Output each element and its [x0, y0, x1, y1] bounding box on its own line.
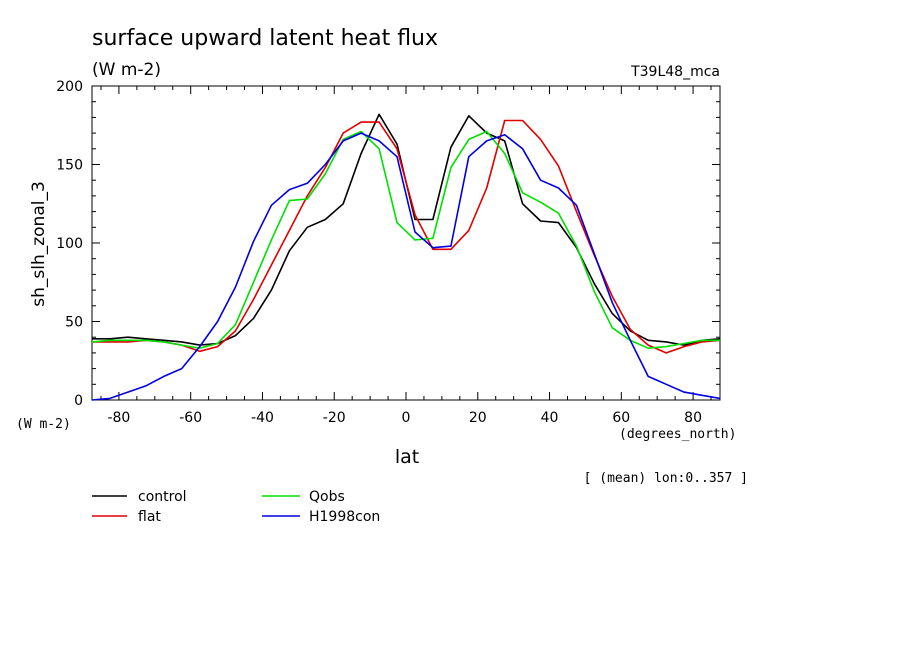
series-line-h1998con	[91, 132, 721, 401]
legend: control flat Qobs H1998con	[92, 489, 380, 525]
x-tick-label: 80	[684, 410, 702, 426]
legend-label-flat: flat	[138, 509, 161, 525]
y-tick-label: 150	[56, 158, 83, 174]
averaging-note: [ (mean) lon:0..357 ]	[584, 471, 748, 486]
x-units-label: (degrees_north)	[619, 427, 736, 442]
x-tick-label: 40	[541, 410, 559, 426]
x-tick-label: -80	[107, 410, 130, 426]
x-tick-label: 60	[612, 410, 630, 426]
y-tick-label: 50	[65, 315, 83, 331]
series-line-flat	[92, 119, 721, 354]
run-label: T39L48_mca	[630, 64, 720, 80]
x-tick-label: -60	[179, 410, 202, 426]
x-tick-label: -20	[323, 410, 346, 426]
y-units-corner: (W m-2)	[16, 417, 71, 432]
chart-title: surface upward latent heat flux	[92, 26, 438, 51]
series-line-qobs	[91, 130, 720, 350]
plot-area: -80 -60 -40 -20 0 20 40 60 80 0 50 100 150 200	[56, 79, 721, 426]
x-axis-label: lat	[395, 446, 419, 468]
x-tick-label: 20	[469, 410, 487, 426]
legend-label-h1998con: H1998con	[309, 509, 380, 525]
y-tick-label: 0	[74, 393, 83, 409]
legend-label-qobs: Qobs	[309, 489, 345, 505]
y-tick-label: 100	[56, 236, 83, 252]
x-tick-label: 0	[402, 410, 411, 426]
y-axis-label: sh_slh_zonal_3	[29, 181, 49, 307]
y-tick-label: 200	[56, 79, 83, 95]
chart-units: (W m-2)	[92, 60, 161, 80]
plot-frame	[91, 85, 721, 401]
series-line-control	[92, 113, 721, 346]
legend-label-control: control	[138, 489, 187, 505]
x-tick-label: -40	[251, 410, 274, 426]
